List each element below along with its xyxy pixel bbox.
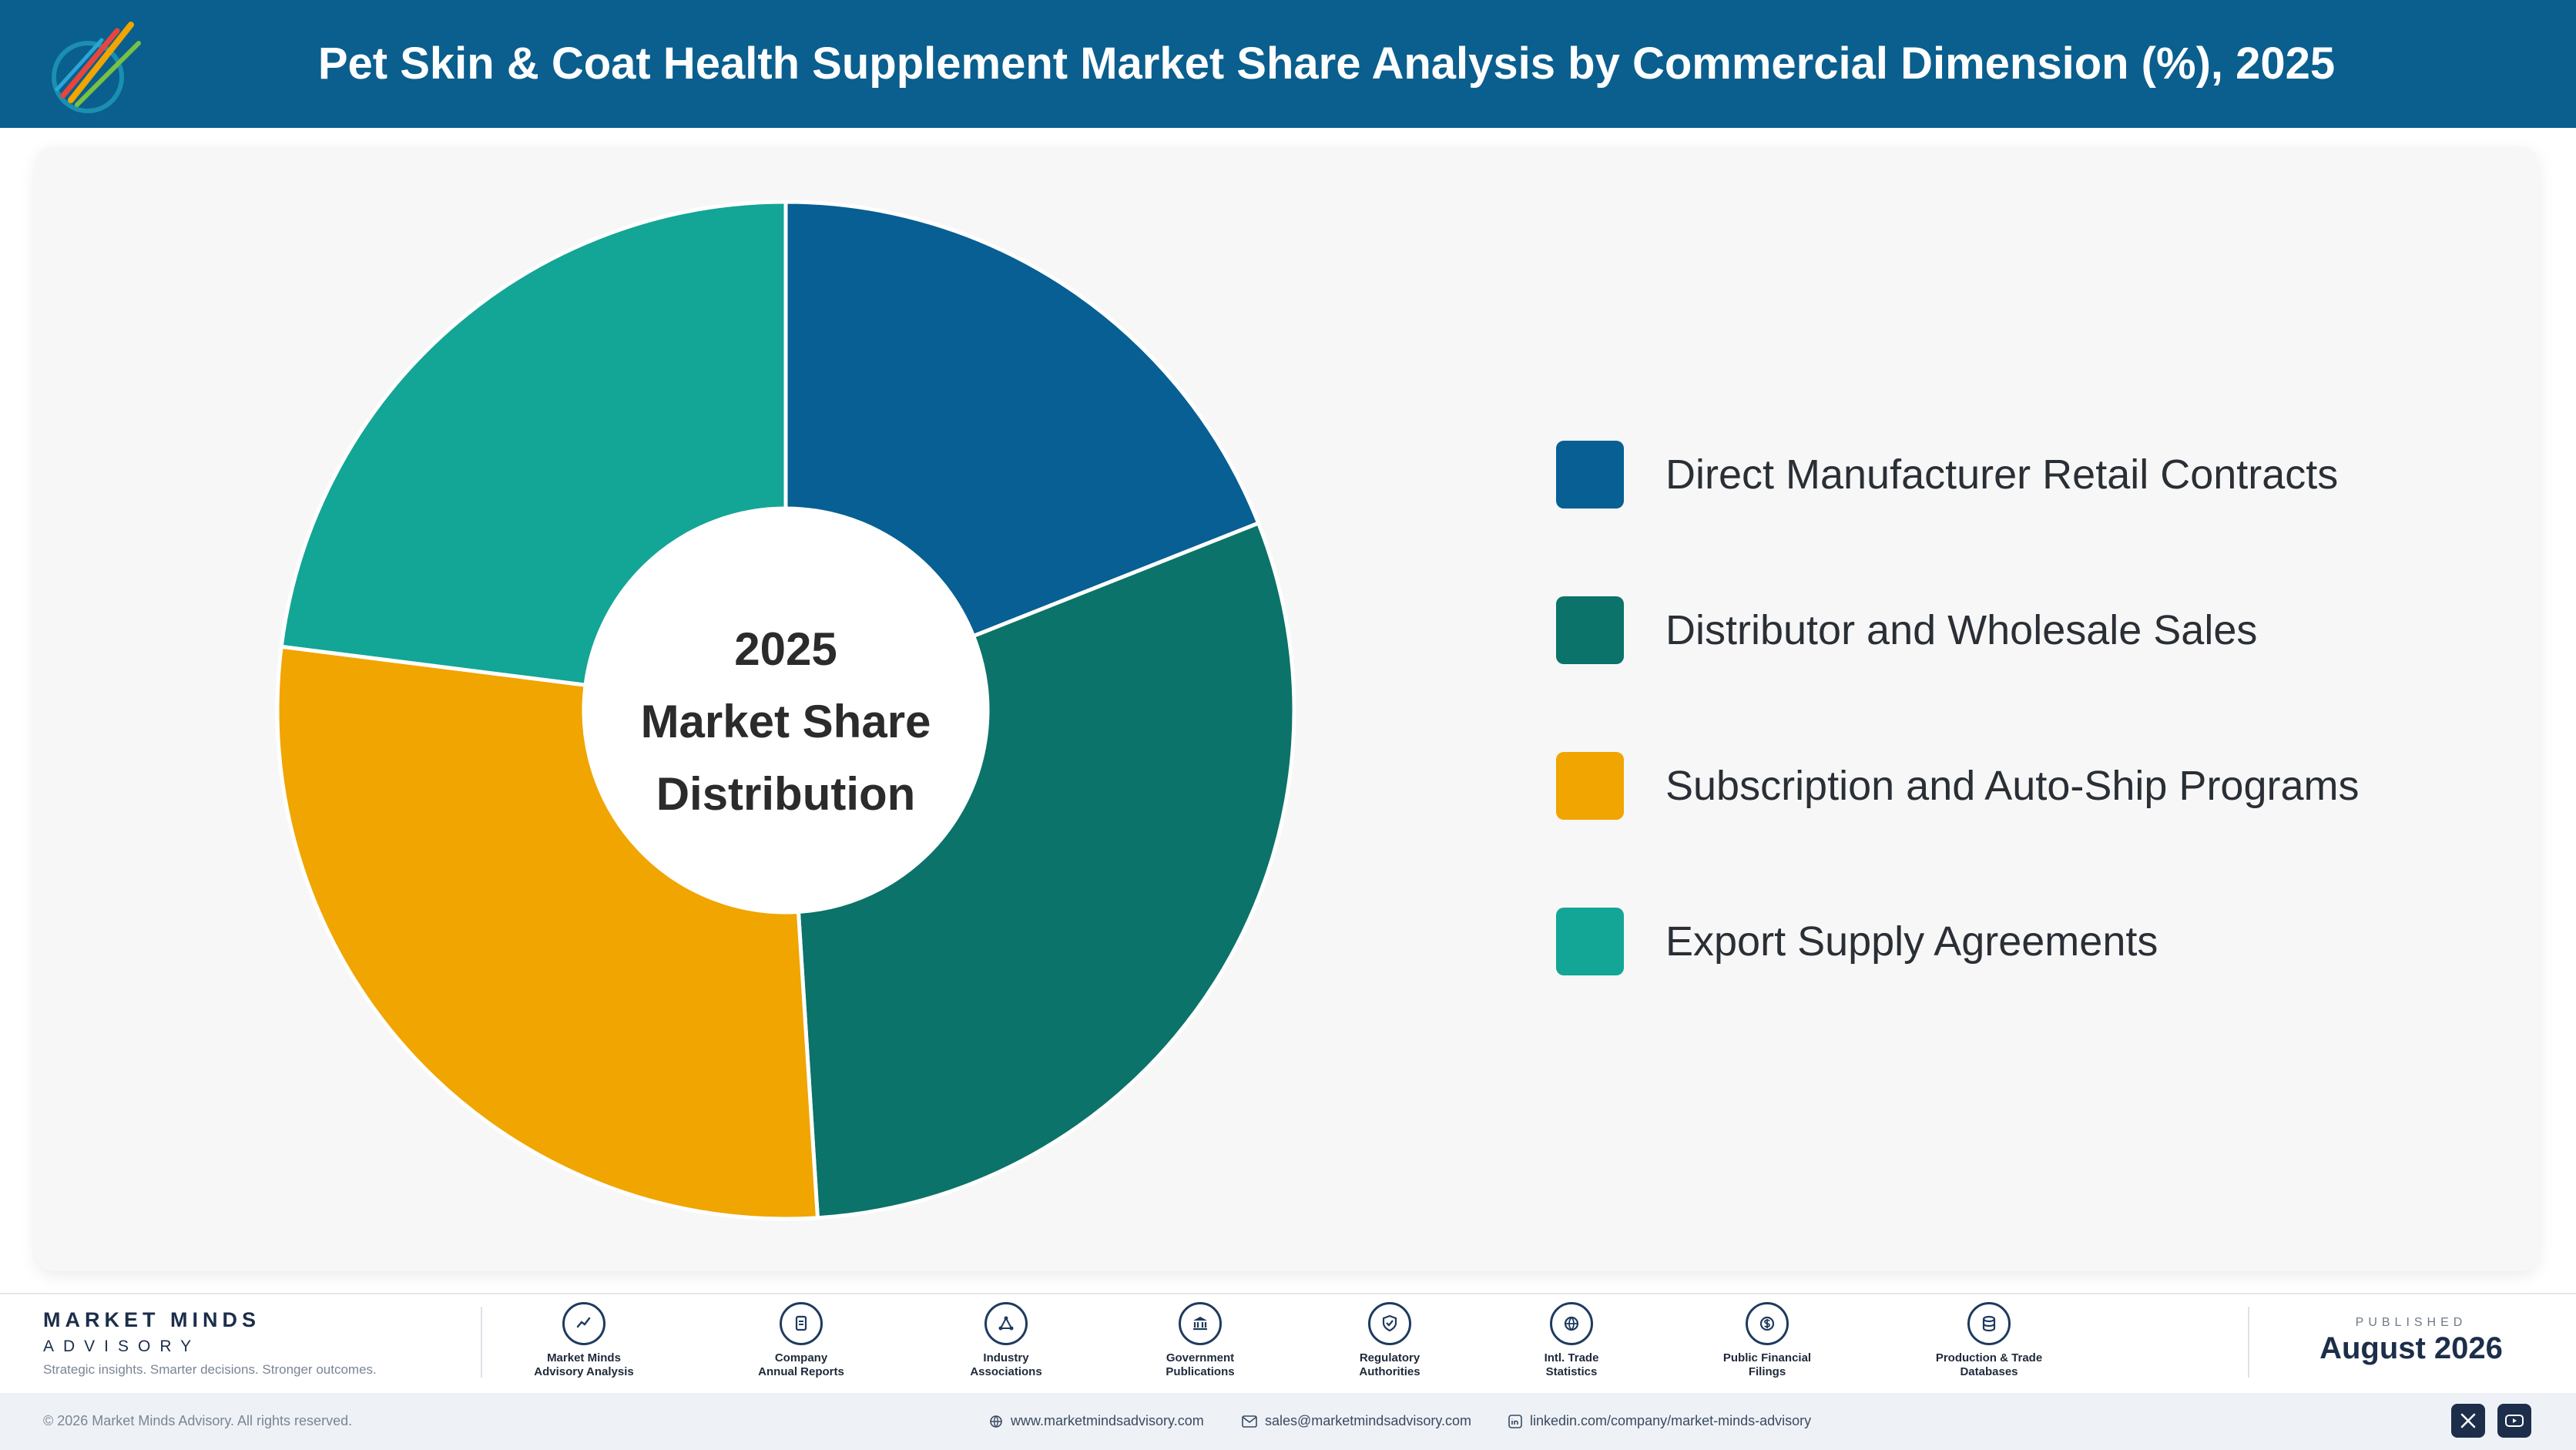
- youtube-social-button[interactable]: [2497, 1404, 2531, 1438]
- chart-legend: Direct Manufacturer Retail Contracts Dis…: [1556, 441, 2360, 1063]
- legend-label: Export Supply Agreements: [1665, 918, 2158, 965]
- center-label-line-1: 2025: [734, 623, 837, 675]
- source-label: Company Annual Reports: [758, 1351, 844, 1378]
- source-label: Industry Associations: [970, 1351, 1042, 1378]
- brand-logo-icon: [52, 22, 141, 113]
- source-item: Regulatory Authorities: [1305, 1302, 1474, 1379]
- source-item: Intl. Trade Statistics: [1487, 1302, 1656, 1379]
- x-icon: [2460, 1413, 2476, 1428]
- source-item: Company Annual Reports: [716, 1302, 886, 1379]
- network-icon: [984, 1302, 1028, 1345]
- center-label-line-2: Market Share: [640, 696, 931, 747]
- source-label: Production & Trade Databases: [1935, 1351, 2043, 1378]
- copyright-text: © 2026 Market Minds Advisory. All rights…: [43, 1413, 353, 1428]
- center-label-line-3: Distribution: [656, 768, 916, 820]
- legend-swatch: [1556, 908, 1624, 975]
- email-text: sales@marketmindsadvisory.com: [1265, 1413, 1472, 1428]
- legend-label: Subscription and Auto-Ship Programs: [1665, 763, 2360, 809]
- website-text: www.marketmindsadvisory.com: [1011, 1413, 1204, 1428]
- legend-item: Direct Manufacturer Retail Contracts: [1556, 441, 2360, 509]
- legend-label: Direct Manufacturer Retail Contracts: [1665, 451, 2339, 498]
- source-item: Production & Trade Databases: [1904, 1302, 2074, 1379]
- linkedin-text: linkedin.com/company/market-minds-adviso…: [1530, 1413, 1812, 1428]
- source-item: Industry Associations: [921, 1302, 1091, 1379]
- government-building-icon: [1179, 1302, 1222, 1345]
- header-bar: [0, 0, 2576, 128]
- legend-label: Distributor and Wholesale Sales: [1665, 607, 2258, 653]
- legend-item: Distributor and Wholesale Sales: [1556, 596, 2360, 664]
- legend-item: Subscription and Auto-Ship Programs: [1556, 752, 2360, 820]
- linkedin-icon: [1508, 1414, 1522, 1428]
- source-label: Government Publications: [1166, 1351, 1235, 1378]
- website-link[interactable]: www.marketmindsadvisory.com: [989, 1413, 1204, 1429]
- globe-icon: [990, 1415, 1002, 1428]
- chart-line-icon: [562, 1302, 605, 1345]
- footer-brand-sub: ADVISORY: [43, 1338, 201, 1355]
- legend-swatch: [1556, 596, 1624, 664]
- published-date: August 2026: [2319, 1331, 2503, 1365]
- footer-bottom-bar: [0, 1393, 2576, 1450]
- published-label: PUBLISHED: [2355, 1316, 2467, 1329]
- email-link[interactable]: sales@marketmindsadvisory.com: [1242, 1413, 1471, 1429]
- legend-swatch: [1556, 441, 1624, 509]
- x-social-button[interactable]: [2451, 1404, 2485, 1438]
- donut-center-label: 2025 Market Share Distribution: [593, 613, 978, 831]
- source-item: Market Minds Advisory Analysis: [499, 1302, 669, 1379]
- legend-swatch: [1556, 752, 1624, 820]
- youtube-icon: [2505, 1415, 2524, 1427]
- source-label: Public Financial Filings: [1722, 1351, 1812, 1378]
- footer-brand-name: MARKET MINDS: [43, 1308, 260, 1331]
- dollar-icon: [1746, 1302, 1789, 1345]
- footer-divider: [481, 1307, 482, 1378]
- database-icon: [1967, 1302, 2011, 1345]
- legend-item: Export Supply Agreements: [1556, 908, 2360, 975]
- linkedin-link[interactable]: linkedin.com/company/market-minds-adviso…: [1508, 1413, 1811, 1429]
- source-label: Market Minds Advisory Analysis: [534, 1351, 634, 1378]
- mail-icon: [1242, 1415, 1257, 1428]
- source-label: Regulatory Authorities: [1359, 1351, 1420, 1378]
- source-item: Public Financial Filings: [1682, 1302, 1852, 1379]
- footer-tagline: Strategic insights. Smarter decisions. S…: [43, 1362, 377, 1377]
- globe-icon: [1550, 1302, 1593, 1345]
- shield-check-icon: [1368, 1302, 1411, 1345]
- chart-title: Pet Skin & Coat Health Supplement Market…: [317, 39, 2336, 89]
- source-item: Government Publications: [1115, 1302, 1285, 1379]
- footer-divider: [2248, 1307, 2249, 1378]
- document-icon: [780, 1302, 823, 1345]
- source-label: Intl. Trade Statistics: [1544, 1351, 1599, 1378]
